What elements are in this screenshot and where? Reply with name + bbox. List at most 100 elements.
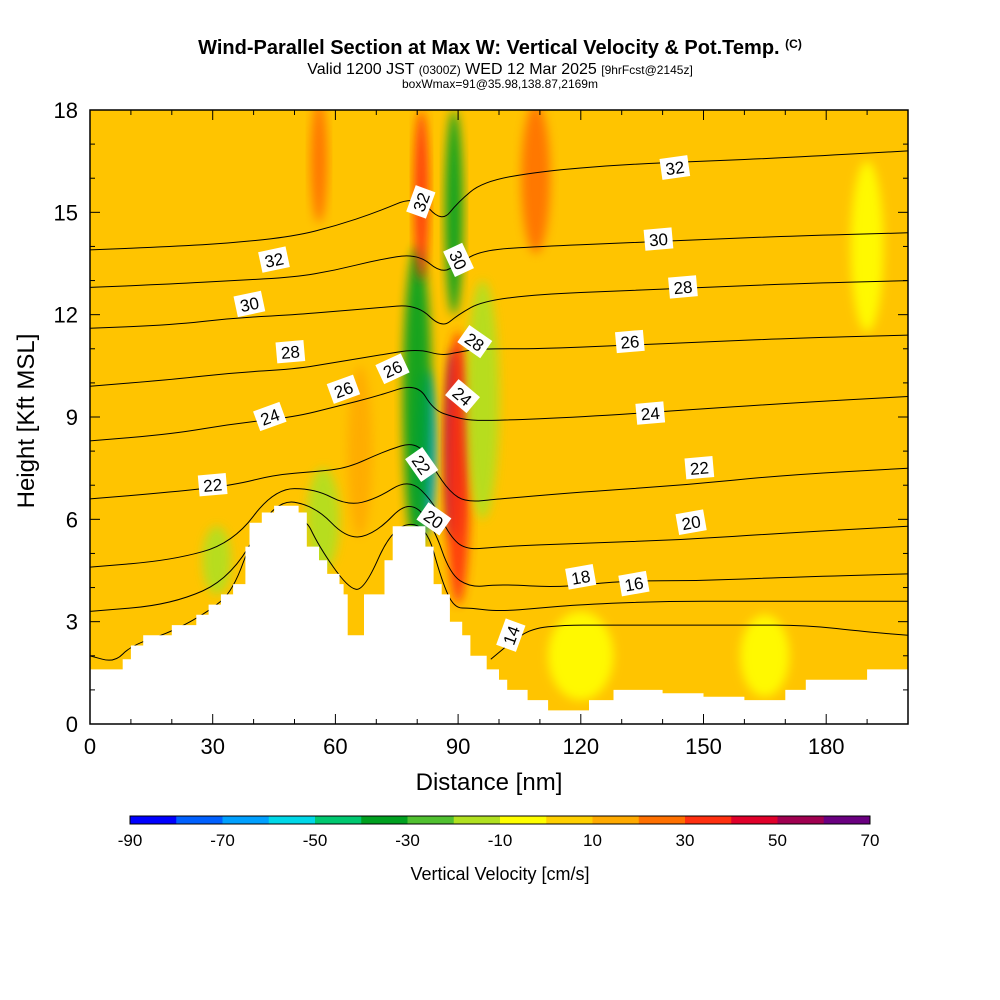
terrain-profile	[90, 505, 908, 724]
contour-label-19: 20	[675, 509, 707, 535]
contour-16	[90, 518, 908, 661]
y-tick-label: 15	[54, 200, 78, 225]
contour-label-box	[643, 227, 674, 251]
chart-subtitle: Valid 1200 JST (0300Z) WED 12 Mar 2025 […	[0, 61, 1000, 79]
contour-26	[90, 334, 908, 387]
contour-label-box	[457, 324, 493, 359]
colorbar-swatch	[685, 816, 732, 824]
velocity-feature-9	[306, 468, 340, 571]
contour-label-text: 18	[570, 567, 592, 589]
y-tick-label: 3	[66, 610, 78, 635]
terrain	[90, 505, 908, 724]
colorbar-tick-label: 30	[676, 831, 695, 850]
contour-label-box	[275, 340, 306, 364]
colorbar-tick-label: -30	[395, 831, 420, 850]
colorbar-swatch	[268, 816, 316, 824]
contour-label-15: 28	[668, 275, 698, 299]
colorbar-swatch	[777, 816, 825, 824]
velocity-feature-7	[310, 110, 328, 223]
contour-label-text: 28	[673, 278, 694, 299]
x-tick-label: 150	[685, 734, 722, 759]
contour-label-box	[405, 447, 439, 483]
valid-date: WED 12 Mar 2025	[465, 61, 597, 78]
velocity-feature-12	[548, 611, 614, 701]
colorbar-swatch	[546, 816, 593, 824]
contour-20	[90, 483, 908, 568]
contour-label-21: 16	[618, 570, 650, 597]
colorbar-swatch	[823, 816, 871, 824]
contour-label-box	[416, 502, 452, 536]
colorbar-swatch	[500, 816, 547, 824]
contour-label-text: 28	[280, 342, 301, 363]
colorbar-swatch	[222, 816, 270, 824]
x-tick-label: 90	[446, 734, 470, 759]
x-tick-label: 0	[84, 734, 96, 759]
contour-label-box	[496, 618, 526, 652]
contour-label-box	[684, 456, 715, 480]
colorbar-swatch	[315, 816, 362, 824]
contour-label-box	[233, 290, 266, 318]
velocity-feature-14	[850, 161, 884, 332]
contour-label-7: 32	[406, 185, 436, 219]
colorbar-frame	[129, 815, 871, 825]
y-tick-label: 12	[54, 303, 78, 328]
chart-title-text: Wind-Parallel Section at Max W: Vertical…	[198, 37, 780, 59]
contour-label-box	[614, 329, 645, 354]
contour-label-4: 24	[253, 401, 287, 432]
velocity-feature-6	[521, 110, 551, 254]
contour-label-box	[565, 564, 597, 590]
contour-label-text: 32	[263, 249, 285, 272]
contour-label-text: 30	[238, 294, 260, 317]
contour-label-1: 30	[233, 290, 266, 318]
velocity-feature-11	[202, 526, 232, 595]
colorbar-tick-label: -90	[118, 831, 143, 850]
contour-label-box	[326, 374, 361, 404]
contour-label-5: 22	[197, 473, 228, 497]
contour-label-20: 18	[565, 564, 597, 590]
colorbar-swatch	[638, 816, 686, 824]
chart-title: Wind-Parallel Section at Max W: Vertical…	[0, 37, 1000, 60]
x-tick-label: 60	[323, 734, 347, 759]
contour-label-text: 22	[689, 458, 710, 479]
colorbar-swatch	[731, 816, 778, 824]
colorbar-tick-label: 50	[768, 831, 787, 850]
x-tick-label: 30	[200, 734, 224, 759]
colorbar-tick-label: -10	[488, 831, 513, 850]
contour-label-22: 14	[496, 618, 526, 652]
colorbar-tick-label: 70	[861, 831, 880, 850]
contour-label-box	[668, 275, 698, 299]
colorbar-title: Vertical Velocity [cm/s]	[410, 864, 589, 884]
x-tick-label: 120	[562, 734, 599, 759]
colorbar-swatch	[453, 816, 501, 824]
velocity-feature-13	[740, 614, 790, 697]
axes: 0 30 60 90 120 150 180 0 3 6 9 12 15 18 Distance [nm] H…	[13, 98, 909, 796]
contour-label-16: 26	[614, 329, 645, 354]
contour-label-0: 32	[258, 246, 290, 273]
velocity-feature-3	[445, 331, 471, 605]
contour-label-box	[406, 185, 436, 219]
contour-label-box	[258, 246, 290, 273]
contour-label-18: 22	[684, 456, 715, 480]
colorbar-swatch	[592, 816, 640, 824]
colorbar: -90 -70 -50 -30 -10 10 30 50 70 Vertical Velocity…	[118, 815, 880, 884]
contour-label-13: 32	[659, 155, 691, 180]
colorbar-swatch	[130, 816, 177, 824]
contour-label-text: 32	[664, 158, 685, 179]
y-tick-label: 6	[66, 507, 78, 532]
contour-label-text: 30	[648, 230, 669, 251]
contour-label-box	[375, 353, 410, 385]
box-info: boxWmax=91@35.98,138.87,2169m	[402, 77, 598, 91]
y-axis-label: Height [Kft MSL]	[13, 334, 40, 509]
contour-label-box	[659, 155, 691, 180]
colorbar-tick-label: -70	[210, 831, 235, 850]
contour-label-text: 24	[640, 404, 661, 425]
x-tick-label: 180	[808, 734, 845, 759]
velocity-feature-5	[445, 110, 464, 315]
contour-label-text: 22	[202, 475, 223, 496]
contour-label-text: 16	[623, 574, 645, 596]
contour-label-box	[443, 242, 474, 278]
valid-time: Valid 1200 JST	[307, 61, 415, 78]
forecast-info: [9hrFcst@2145z]	[601, 63, 693, 77]
contour-28	[90, 280, 908, 329]
